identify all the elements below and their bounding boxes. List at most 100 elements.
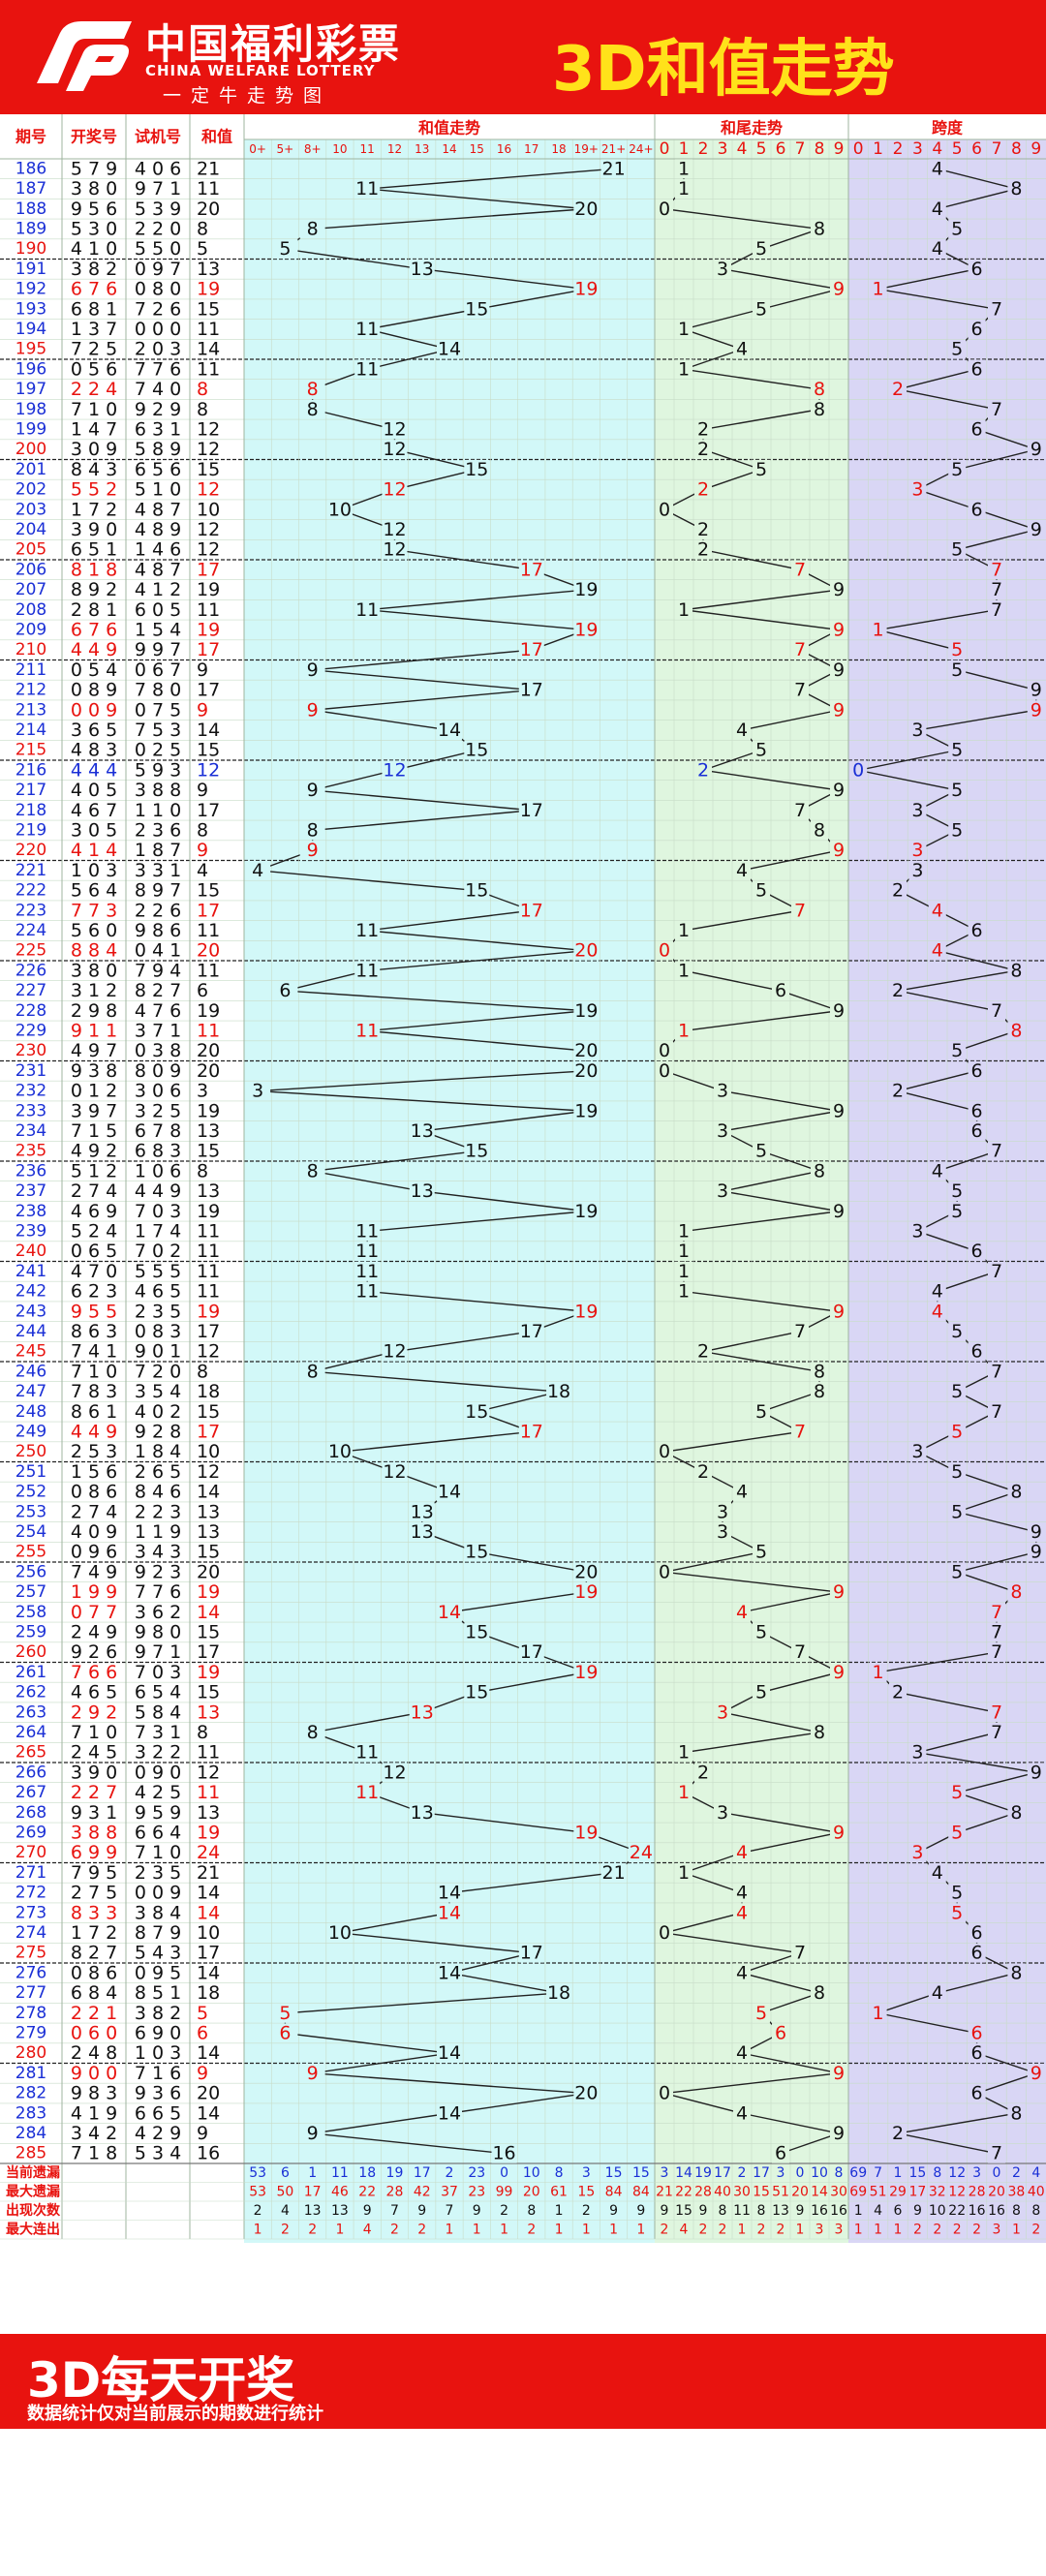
sum-trend-point: 20	[574, 199, 598, 220]
span-trend-point: 7	[991, 1702, 1002, 1723]
tail-trend-point: 9	[833, 2123, 845, 2144]
sum-marker-bg	[409, 1521, 435, 1542]
sum-value-cell: 9	[197, 699, 208, 721]
brand-slogan: 一定牛走势图	[163, 85, 332, 107]
sum-bin-label: 14	[442, 142, 456, 156]
span-marker-bg	[908, 720, 927, 740]
sum-value-cell: 13	[197, 1181, 220, 1202]
tail-marker-bg	[675, 179, 692, 199]
sum-trend-point: 21	[602, 1862, 626, 1884]
test-number-cell: 9 2 8	[135, 1421, 181, 1442]
stats-sum-cell: 2	[281, 2222, 290, 2237]
tail-digit-label: 0	[660, 139, 670, 159]
tail-trend-point: 0	[659, 1441, 670, 1462]
span-marker-bg	[968, 2043, 986, 2064]
sum-bin-label: 13	[415, 142, 429, 156]
stats-tail-cell: 8	[719, 2203, 727, 2219]
period-cell: 213	[15, 700, 46, 720]
stats-sum-cell: 8	[527, 2203, 536, 2219]
sum-trend-point: 11	[355, 1782, 379, 1803]
test-number-cell: 7 1 6	[135, 2063, 181, 2084]
draw-number-cell: 5 1 2	[71, 1160, 117, 1181]
sum-bin-label: 15	[470, 142, 484, 156]
test-number-cell: 6 7 8	[135, 1120, 181, 1142]
draw-number-cell: 8 9 2	[71, 579, 117, 600]
stats-sum-cell: 8	[555, 2165, 564, 2181]
sum-marker-bg	[354, 1021, 381, 1041]
span-marker-bg	[948, 781, 967, 801]
span-trend-point: 3	[911, 1441, 923, 1462]
span-trend-point: 7	[991, 1000, 1002, 1022]
span-marker-bg	[1027, 2063, 1045, 2083]
draw-number-cell: 1 3 7	[71, 319, 117, 340]
span-trend-line	[858, 168, 1039, 2155]
test-number-cell: 3 2 2	[135, 1742, 181, 1763]
stats-tail-cell: 2	[738, 2165, 747, 2181]
test-number-cell: 3 6 2	[135, 1602, 181, 1623]
test-number-cell: 6 9 0	[135, 2022, 181, 2043]
tail-trend-point: 2	[697, 1461, 709, 1483]
sum-value-cell: 17	[197, 1943, 220, 1964]
sum-value-cell: 19	[197, 1100, 220, 1121]
tail-trend-point: 1	[678, 599, 690, 621]
sum-value-cell: 19	[197, 279, 220, 300]
period-cell: 259	[15, 1622, 46, 1641]
period-cell: 249	[15, 1422, 46, 1441]
sum-value-cell: 10	[197, 1922, 220, 1944]
sum-trend-point: 14	[438, 720, 461, 741]
sum-marker-bg	[409, 259, 435, 279]
stats-tail-cell: 3	[777, 2165, 785, 2181]
draw-number-cell: 3 8 0	[71, 960, 117, 981]
span-trend-point: 4	[932, 940, 943, 962]
sum-value-cell: 17	[197, 900, 220, 921]
sum-marker-bg	[518, 800, 544, 820]
tail-marker-bg	[830, 580, 847, 600]
span-marker-bg	[928, 901, 946, 921]
span-marker-bg	[948, 659, 967, 680]
draw-number-cell: 3 9 7	[71, 1100, 117, 1121]
period-cell: 211	[15, 660, 46, 680]
tail-marker-bg	[733, 1903, 751, 1923]
sum-marker-bg	[299, 2123, 325, 2143]
sum-trend-point: 11	[355, 319, 379, 340]
test-number-cell: 7 2 6	[135, 298, 181, 320]
span-trend-point: 8	[1010, 1482, 1022, 1503]
tail-digit-label: 3	[718, 139, 728, 159]
test-number-cell: 7 5 3	[135, 720, 181, 741]
period-cell: 262	[15, 1683, 46, 1702]
period-cell: 214	[15, 721, 46, 740]
span-marker-bg	[988, 1000, 1005, 1021]
draw-number-cell: 3 6 5	[71, 720, 117, 741]
tail-marker-bg	[714, 1120, 731, 1141]
period-cell: 218	[15, 801, 46, 820]
tail-trend-point: 7	[794, 1641, 806, 1663]
tail-trend-point: 4	[736, 1962, 748, 1983]
sum-marker-bg	[354, 319, 381, 339]
draw-number-cell: 0 5 4	[71, 659, 117, 681]
stats-span-cell: 15	[908, 2165, 926, 2181]
tail-trend-point: 1	[678, 1742, 690, 1763]
span-marker-bg	[968, 419, 986, 440]
tail-trend-point: 2	[697, 479, 709, 501]
draw-number-cell: 3 1 2	[71, 980, 117, 1001]
stats-sum-cell: 2	[446, 2165, 454, 2181]
sum-marker-bg	[272, 2023, 298, 2043]
draw-number-cell: 0 8 6	[71, 1482, 117, 1503]
sum-value-cell: 15	[197, 740, 220, 761]
period-cell: 197	[15, 380, 46, 399]
test-number-cell: 5 4 3	[135, 1943, 181, 1964]
sum-value-cell: 17	[197, 1641, 220, 1663]
sum-bin-label: 8+	[304, 142, 322, 156]
period-cell: 206	[15, 560, 46, 579]
sum-value-cell: 14	[197, 339, 220, 360]
stats-tail-cell: 51	[772, 2184, 789, 2199]
period-cell: 226	[15, 961, 46, 980]
test-number-cell: 3 5 4	[135, 1381, 181, 1402]
sum-trend-point: 5	[279, 238, 291, 260]
sum-trend-point: 15	[465, 459, 488, 480]
sum-value-cell: 14	[197, 2102, 220, 2124]
tail-trend-point: 7	[794, 1943, 806, 1964]
tail-marker-bg	[811, 399, 828, 419]
span-marker-bg	[948, 219, 967, 239]
period-cell: 209	[15, 620, 46, 639]
